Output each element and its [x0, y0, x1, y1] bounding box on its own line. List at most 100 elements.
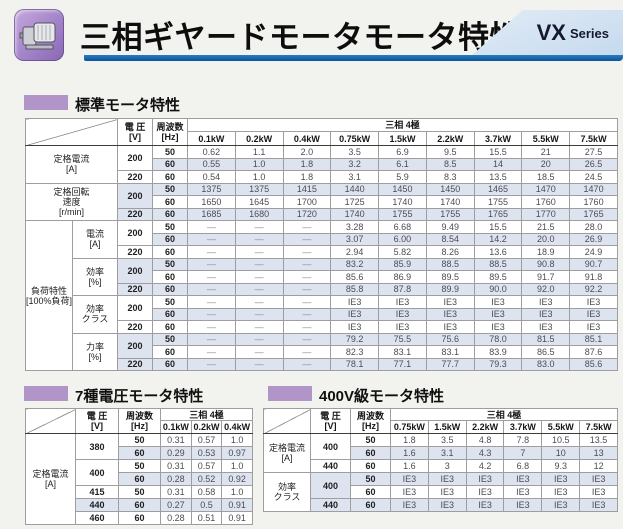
value-cell: IE3	[569, 295, 618, 309]
power-column-header: 7.5kW	[569, 131, 618, 146]
value-cell: 13.5	[579, 433, 618, 447]
value-cell: 6.68	[378, 220, 427, 234]
value-cell: 88.5	[473, 257, 523, 271]
value-cell: 3.5	[427, 433, 467, 447]
value-cell: IE3	[425, 295, 475, 309]
corner-cell	[25, 118, 118, 146]
value-cell: 1465	[473, 182, 523, 196]
value-cell: 4.2	[465, 459, 505, 473]
value-cell: 75.6	[425, 332, 475, 346]
value-cell: IE3	[465, 498, 505, 512]
value-cell: 1.8	[282, 170, 332, 184]
value-cell: 0.5	[190, 498, 223, 512]
corner-cell	[263, 408, 311, 434]
value-cell: IE3	[378, 320, 427, 334]
value-cell: 27.5	[569, 145, 618, 159]
series-name: VX	[536, 20, 566, 45]
value-cell: IE3	[579, 498, 618, 512]
section-title-seven-voltage: 7種電圧モータ特性	[75, 388, 204, 405]
frequency-cell: 50	[152, 332, 188, 346]
phase-header: 三相 4極	[187, 118, 618, 132]
value-cell: 86.9	[378, 270, 427, 284]
frequency-cell: 60	[350, 459, 391, 473]
value-cell: 8.5	[425, 157, 475, 171]
value-cell: 83.9	[473, 345, 523, 359]
value-cell: IE3	[427, 498, 467, 512]
value-cell: 1375	[234, 182, 284, 196]
value-cell: IE3	[330, 295, 380, 309]
value-cell: 1760	[569, 195, 618, 209]
frequency-cell: 50	[152, 182, 188, 196]
value-cell: 1.0	[221, 459, 253, 473]
frequency-cell: 50	[118, 485, 161, 499]
value-cell: 85.8	[330, 282, 380, 296]
voltage-cell: 220	[117, 207, 153, 221]
value-cell: 92.2	[569, 282, 618, 296]
phase-header: 三相 4極	[160, 408, 253, 421]
value-cell: 1440	[330, 182, 380, 196]
frequency-cell: 60	[350, 446, 391, 460]
voltage-header: 電 圧 [V]	[117, 118, 153, 146]
value-cell: 13.5	[473, 170, 523, 184]
value-cell: 7.8	[503, 433, 543, 447]
power-column-header: 0.2kW	[234, 131, 284, 146]
value-cell: 14	[473, 157, 523, 171]
power-column-header: 3.7kW	[473, 131, 523, 146]
table-row: 定格回転 速度 [r/min] 200 50 1375 1375 1415 1440 1450 14…	[25, 182, 618, 221]
value-cell: 86.5	[521, 345, 571, 359]
table-row: 220 60— — —85.8 87.8 89.9 90.0 92.0 92.2	[26, 282, 618, 296]
value-cell: 0.52	[190, 472, 223, 486]
value-cell: 6.1	[378, 157, 427, 171]
value-cell: 1.8	[390, 433, 429, 447]
value-cell: 18.5	[521, 170, 571, 184]
value-cell: 0.58	[190, 485, 223, 499]
frequency-cell: 60	[152, 345, 188, 359]
frequency-cell: 50	[152, 145, 188, 159]
value-cell: 6.00	[378, 232, 427, 246]
value-cell: —	[234, 282, 284, 296]
value-cell: IE3	[425, 320, 475, 334]
value-cell: 15.5	[473, 220, 523, 234]
value-cell: 89.9	[425, 282, 475, 296]
voltage-cell: 220	[117, 282, 153, 296]
value-cell: 1680	[234, 207, 284, 221]
value-cell: 83.1	[378, 345, 427, 359]
value-cell: IE3	[465, 485, 505, 499]
frequency-cell: 50	[152, 257, 188, 271]
value-cell: 1.0	[221, 485, 253, 499]
table-row: 60— — —85.6 86.9 89.5 89.5 91.7 91.8	[26, 270, 618, 284]
sub-group-label: 効率 クラス	[72, 295, 118, 334]
table-row: 60— — — IE3 IE3 IE3 IE3 IE3 IE3	[26, 307, 618, 321]
row-group-label: 定格回転 速度 [r/min]	[25, 182, 118, 221]
value-cell: IE3	[521, 320, 571, 334]
value-cell: 1415	[282, 182, 332, 196]
value-cell: 0.29	[160, 446, 192, 460]
section-marker-icon	[268, 386, 312, 401]
value-cell: 4.3	[465, 446, 505, 460]
frequency-cell: 60	[350, 498, 391, 512]
frequency-cell: 50	[118, 459, 161, 473]
power-column-header: 5.5kW	[521, 131, 571, 146]
value-cell: 18.9	[521, 245, 571, 259]
value-cell: IE3	[521, 307, 571, 321]
value-cell: 0.31	[160, 433, 192, 447]
power-column-header: 7.5kW	[579, 420, 618, 434]
value-cell: —	[187, 320, 236, 334]
value-cell: 3.2	[330, 157, 380, 171]
frequency-cell: 60	[152, 282, 188, 296]
table-row: 460 60 0.28 0.51 0.91	[26, 511, 253, 525]
value-cell: 5.82	[378, 245, 427, 259]
value-cell: 0.92	[221, 472, 253, 486]
value-cell: 8.54	[425, 232, 475, 246]
power-column-header: 0.4kW	[282, 131, 332, 146]
value-cell: IE3	[390, 485, 429, 499]
voltage-cell: 200	[117, 220, 153, 246]
value-cell: 90.8	[521, 257, 571, 271]
power-column-header: 0.75kW	[330, 131, 380, 146]
value-cell: IE3	[378, 295, 427, 309]
voltage-header: 電 圧 [V]	[75, 408, 119, 434]
table-row: 440 60 IE3 IE3 IE3 IE3 IE3 IE3	[264, 498, 618, 512]
row-group-label: 効率 クラス	[263, 472, 311, 512]
value-cell: 83.2	[330, 257, 380, 271]
table-row: 定格電流 [A] 400 50 1.8 3.5 4.8 7.8 10.5 13.5	[263, 433, 618, 473]
